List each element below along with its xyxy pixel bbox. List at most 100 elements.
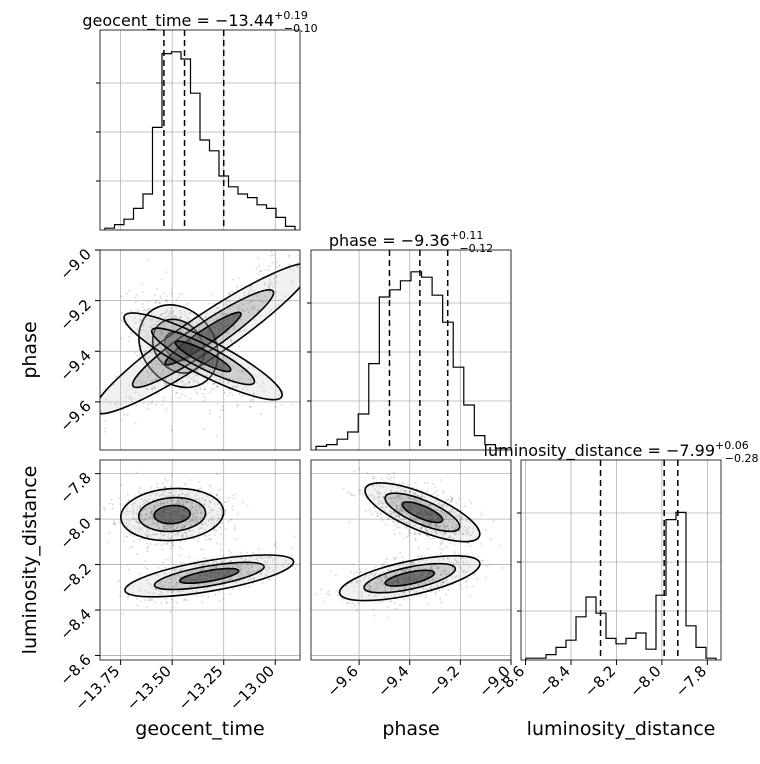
- sample-point: [403, 520, 406, 523]
- sample-point: [439, 541, 442, 544]
- sample-point: [395, 504, 398, 507]
- sample-point: [62, 449, 64, 451]
- sample-point: [439, 525, 442, 528]
- sample-point: [182, 567, 185, 570]
- sample-point: [260, 301, 263, 304]
- sample-point: [369, 585, 372, 588]
- sample-point: [484, 529, 487, 532]
- sample-point: [465, 518, 468, 521]
- sample-point: [226, 350, 229, 353]
- sample-point: [148, 355, 151, 358]
- sample-point: [199, 506, 202, 509]
- sample-point: [218, 378, 221, 381]
- sample-point: [176, 590, 179, 593]
- sample-point: [435, 532, 438, 535]
- sample-point: [184, 493, 187, 496]
- sample-point: [365, 585, 368, 588]
- sample-point: [250, 565, 253, 568]
- sample-point: [228, 578, 231, 581]
- density-contour: [153, 504, 191, 525]
- sample-point: [204, 528, 207, 531]
- sample-point: [144, 566, 147, 569]
- sample-point: [228, 293, 231, 296]
- sample-point: [187, 500, 190, 503]
- sample-point: [161, 482, 164, 485]
- sample-point: [428, 504, 431, 507]
- sample-point: [376, 491, 379, 494]
- sample-point: [198, 386, 201, 389]
- sample-point: [159, 301, 162, 304]
- sample-point: [305, 571, 307, 573]
- sample-point: [184, 483, 187, 486]
- sample-point: [398, 497, 401, 500]
- x-tick-label: −13.00: [226, 662, 278, 714]
- sample-point: [202, 512, 205, 515]
- sample-point: [145, 337, 148, 340]
- sample-point: [174, 569, 177, 572]
- sample-point: [268, 283, 271, 286]
- sample-point: [447, 536, 450, 539]
- sample-point: [425, 559, 428, 562]
- sample-point: [385, 523, 388, 526]
- sample-point: [163, 527, 166, 530]
- sample-point: [179, 321, 182, 324]
- sample-point: [404, 521, 407, 524]
- sample-point: [421, 522, 424, 525]
- sample-point: [176, 581, 179, 584]
- sample-point: [415, 590, 418, 593]
- sample-point: [157, 360, 160, 363]
- sample-point: [175, 316, 178, 319]
- sample-point: [164, 490, 167, 493]
- sample-point: [291, 279, 294, 282]
- sample-point: [238, 304, 241, 307]
- sample-point: [456, 524, 459, 527]
- sample-point: [456, 574, 459, 577]
- sample-point: [256, 557, 259, 560]
- sample-point: [150, 402, 153, 405]
- sample-point: [451, 562, 454, 565]
- sample-point: [158, 494, 161, 497]
- sample-point: [501, 566, 504, 569]
- sample-point: [377, 587, 380, 590]
- sample-point: [174, 365, 177, 368]
- sample-point: [376, 497, 379, 500]
- sample-point: [362, 486, 365, 489]
- sample-point: [427, 503, 430, 506]
- sample-point: [434, 524, 437, 527]
- sample-point: [405, 522, 408, 525]
- sample-point: [153, 533, 156, 536]
- sample-point: [214, 311, 217, 314]
- sample-point: [347, 601, 350, 604]
- sample-point: [150, 511, 153, 514]
- sample-point: [301, 263, 303, 265]
- sample-point: [423, 580, 426, 583]
- sample-point: [131, 503, 134, 506]
- sample-point: [353, 572, 356, 575]
- sample-point: [222, 313, 225, 316]
- sample-point: [168, 536, 171, 539]
- sample-point: [148, 494, 151, 497]
- sample-point: [172, 540, 175, 543]
- sample-point: [158, 319, 161, 322]
- sample-point: [189, 523, 192, 526]
- sample-point: [153, 523, 156, 526]
- sample-point: [138, 309, 141, 312]
- sample-point: [374, 590, 377, 593]
- sample-point: [391, 587, 394, 590]
- sample-point: [378, 576, 381, 579]
- sample-point: [148, 498, 151, 501]
- sample-point: [160, 349, 163, 352]
- sample-point: [191, 515, 194, 518]
- sample-point: [130, 510, 133, 513]
- sample-point: [395, 506, 398, 509]
- sample-point: [413, 524, 416, 527]
- sample-point: [238, 369, 241, 372]
- sample-point: [275, 266, 278, 269]
- sample-point: [124, 535, 127, 538]
- sample-point: [184, 482, 187, 485]
- sample-point: [240, 363, 243, 366]
- sample-point: [269, 275, 272, 278]
- sample-point: [405, 569, 408, 572]
- sample-point: [264, 556, 267, 559]
- sample-point: [435, 567, 438, 570]
